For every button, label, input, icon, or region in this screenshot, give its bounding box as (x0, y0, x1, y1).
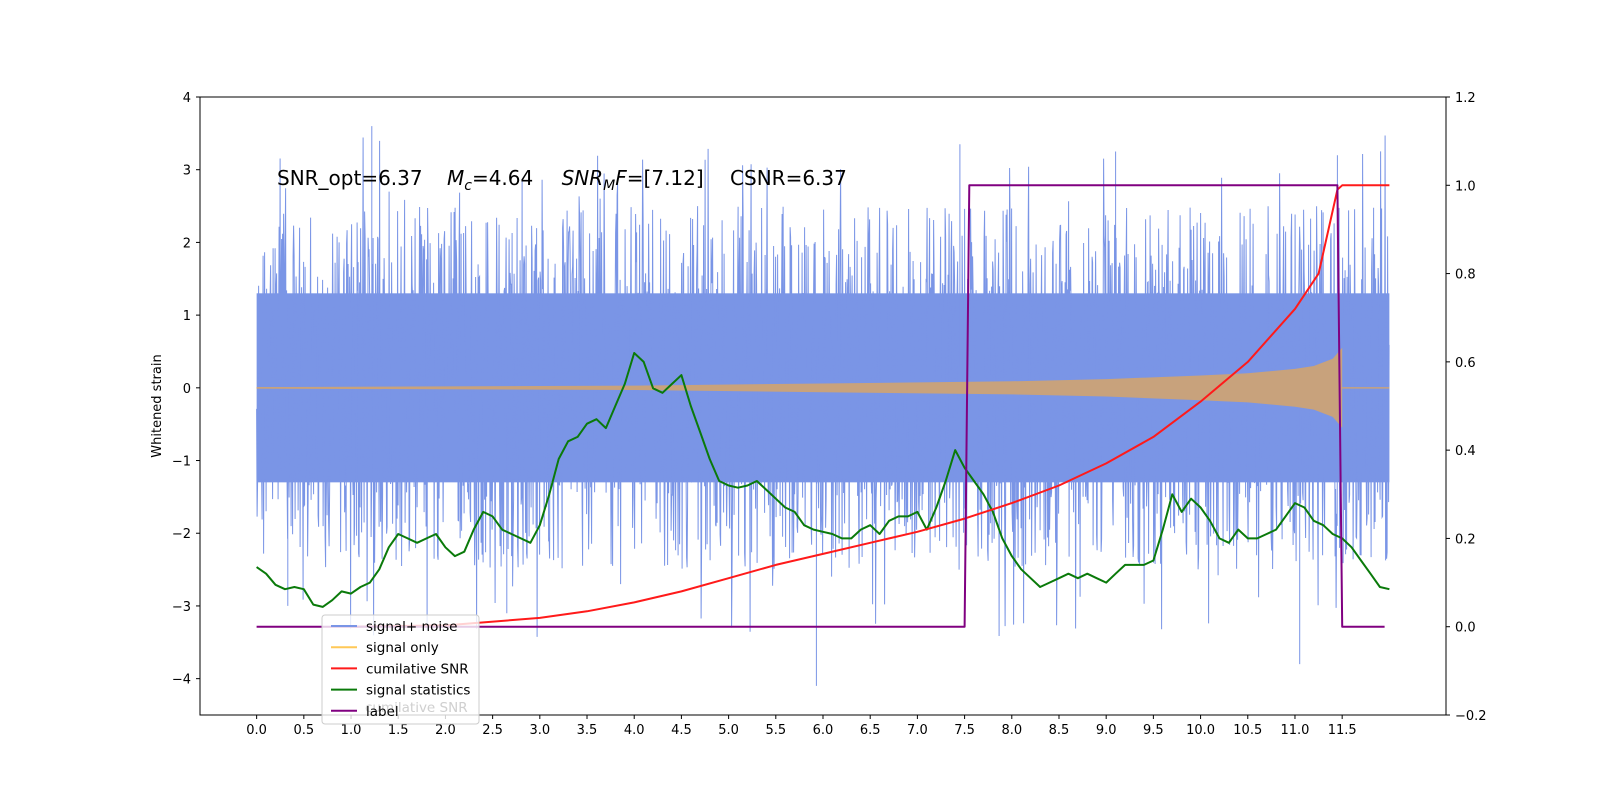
cumulative-snr-line (350, 184, 1390, 628)
y-tick-left-label: 1 (183, 309, 191, 324)
legend-label: cumilative SNR (366, 661, 469, 677)
x-tick-label: 6.0 (813, 723, 834, 738)
x-tick-label: 8.0 (1001, 723, 1022, 738)
y-axis-right: 1.2 1.0 0.8 0.6 0.4 0.2 0.0 −0.2 (1446, 91, 1487, 724)
signal-statistics-line (256, 352, 1390, 608)
legend-ghost-text-overlay: cumilative SNR (365, 700, 468, 716)
x-tick-label: 1.5 (388, 723, 409, 738)
legend-box (321, 614, 480, 725)
y-tick-left-label: −3 (172, 600, 191, 615)
snr-opt-text: SNR_opt=6.37 (277, 166, 423, 190)
csnr-text: CSNR=6.37 (730, 166, 847, 190)
label-series (256, 184, 1385, 628)
x-tick-label: 4.0 (624, 723, 645, 738)
x-tick-label: 10.0 (1186, 723, 1215, 738)
y-tick-right-label: 0.4 (1455, 444, 1476, 459)
x-tick-label: 9.0 (1096, 723, 1117, 738)
y-tick-left-label: 3 (183, 164, 191, 179)
plot-area (256, 126, 1390, 686)
x-axis: 0.0 0.5 1.0 1.5 2.0 2.5 3.0 3.5 4.0 4.5 5.0 5.5 6.0 6… (246, 715, 1357, 738)
y-tick-right-label: 0.0 (1455, 621, 1476, 636)
y-tick-right-label: 0.6 (1455, 356, 1476, 371)
legend-label: signal+ noise (366, 619, 457, 635)
y-tick-right-label: 0.2 (1455, 532, 1476, 547)
mc-subscript: c (464, 178, 472, 194)
signal-noise-series (256, 126, 1390, 686)
y-tick-right-label: 1.2 (1455, 91, 1476, 106)
x-tick-label: 9.5 (1143, 723, 1164, 738)
y-tick-right-label: 1.0 (1455, 179, 1476, 194)
x-tick-label: 0.5 (293, 723, 314, 738)
cumulative-snr-series (350, 184, 1390, 628)
y-tick-right-label: −0.2 (1455, 709, 1487, 724)
x-tick-label: 2.0 (435, 723, 456, 738)
x-tick-label: 10.5 (1233, 723, 1262, 738)
x-tick-label: 6.5 (860, 723, 881, 738)
mc-symbol: M (447, 166, 464, 190)
x-tick-label: 5.0 (718, 723, 739, 738)
y-tick-left-label: 0 (183, 382, 191, 397)
y-tick-right-label: 0.8 (1455, 268, 1476, 283)
snrmf-f: F (615, 166, 627, 190)
y-tick-left-label: −2 (172, 527, 191, 542)
x-tick-label: 11.5 (1328, 723, 1357, 738)
x-tick-label: 1.0 (341, 723, 362, 738)
x-tick-label: 7.5 (954, 723, 975, 738)
x-tick-label: 3.0 (529, 723, 550, 738)
snrmf-subscript: M (603, 178, 615, 194)
x-tick-label: 5.5 (765, 723, 786, 738)
legend-label: signal statistics (366, 683, 470, 699)
label-line (256, 184, 1385, 628)
y-axis-label: Whitened strain (150, 354, 165, 457)
x-tick-label: 2.5 (482, 723, 503, 738)
x-tick-label: 7.0 (907, 723, 928, 738)
y-tick-left-label: 2 (183, 236, 191, 251)
noise-trace (256, 126, 1390, 686)
legend-label: signal only (366, 640, 439, 656)
metrics-annotation: SNR_opt=6.37 Mc=4.64 SNRMF=[7.12] CSNR=6… (277, 166, 847, 194)
x-tick-label: 3.5 (577, 723, 598, 738)
y-tick-left-label: −1 (172, 455, 191, 470)
legend-label: label (366, 704, 399, 720)
x-tick-label: 11.0 (1280, 723, 1309, 738)
legend: cumilative SNR cumilative SNR signal+ no… (321, 614, 480, 725)
mc-value: =4.64 (472, 166, 533, 190)
signal-only-series (256, 347, 1390, 428)
snrmf-value: =[7.12] (627, 166, 704, 190)
signal-statistics-series (256, 352, 1390, 608)
x-tick-label: 4.5 (671, 723, 692, 738)
x-tick-label: 0.0 (246, 723, 267, 738)
snrmf-symbol: SNR (562, 166, 604, 190)
y-tick-left-label: 4 (183, 91, 191, 106)
x-tick-label: 8.5 (1049, 723, 1070, 738)
y-tick-left-label: −4 (172, 673, 191, 688)
y-axis-left: 4 3 2 1 0 −1 −2 −3 −4 (172, 91, 200, 688)
